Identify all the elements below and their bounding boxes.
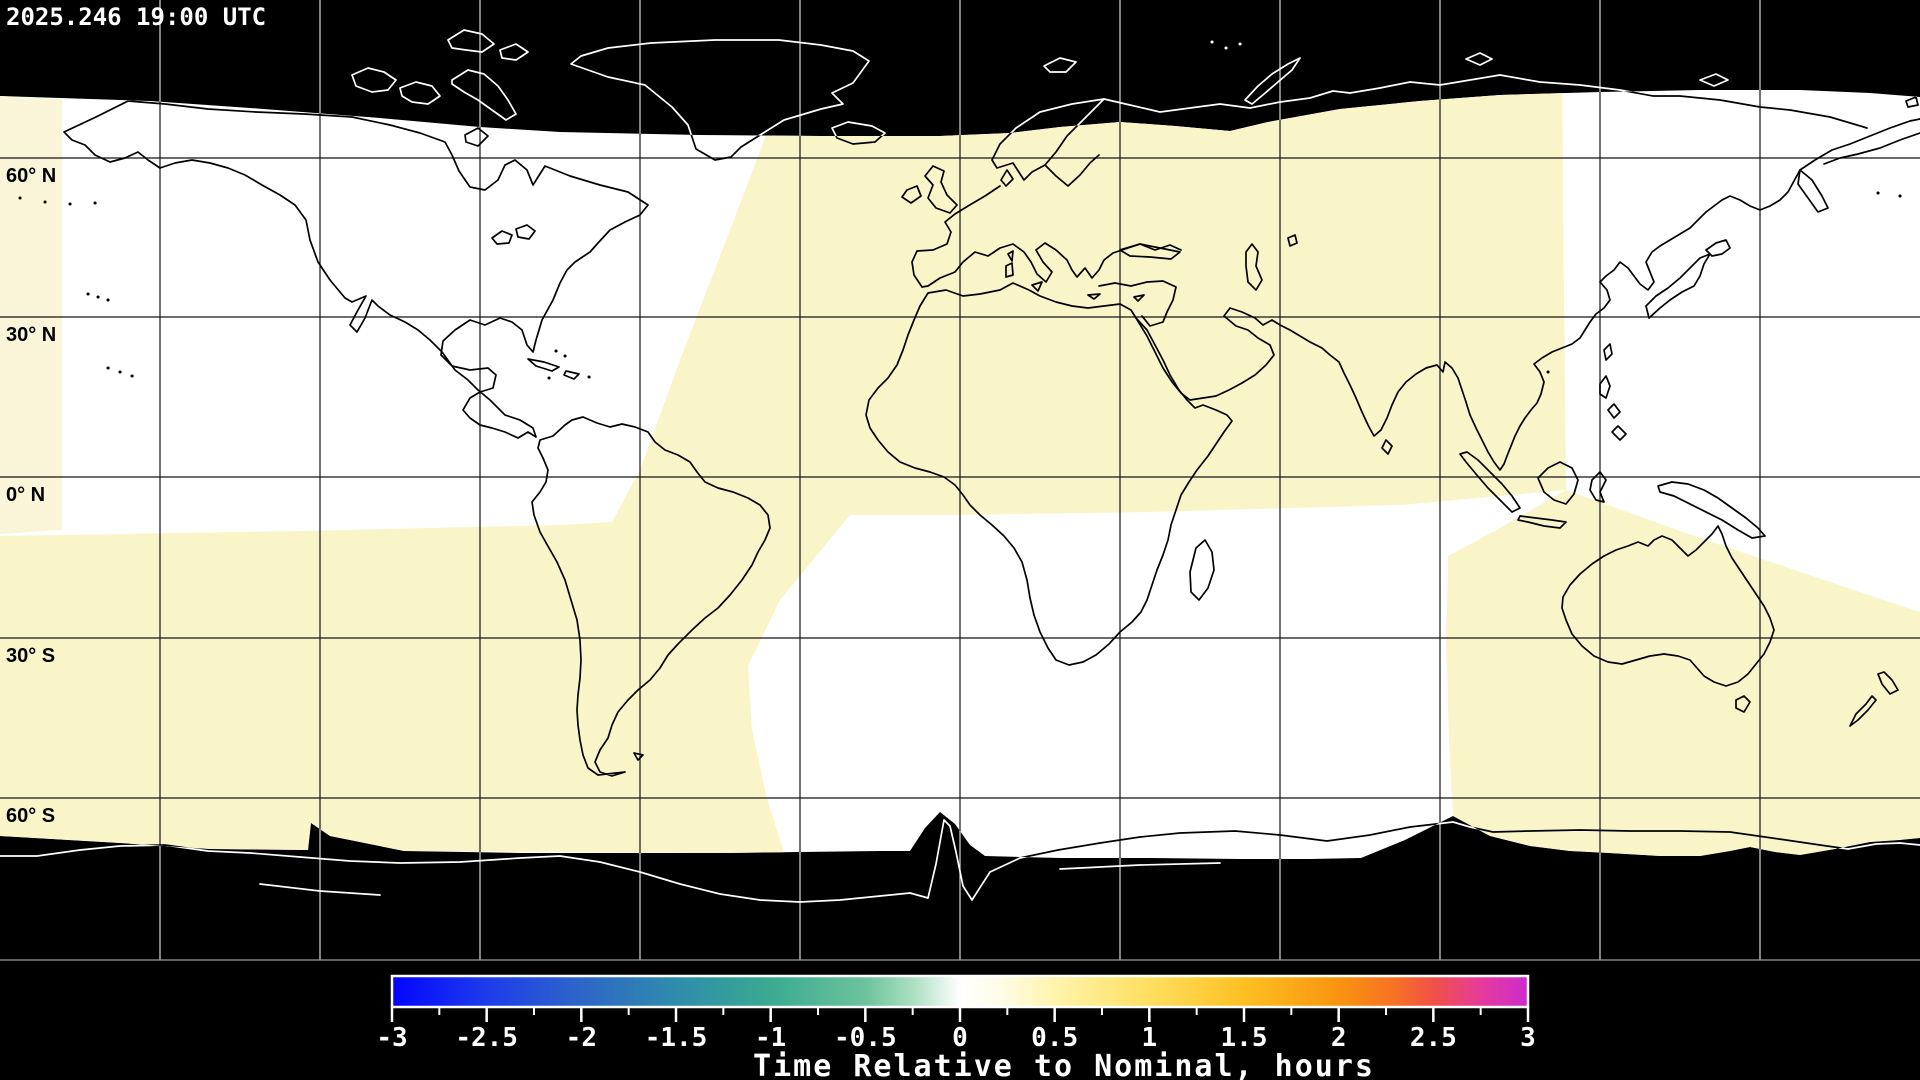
svg-text:0.5: 0.5: [1031, 1023, 1078, 1053]
timestamp-label: 2025.246 19:00 UTC: [6, 3, 266, 31]
svg-text:2.5: 2.5: [1410, 1023, 1457, 1053]
colorbar-tick-labels: -3 -2.5 -2 -1.5 -1 -0.5 0 0.5 1 1.5 2 2.5 3: [376, 1023, 1535, 1053]
svg-text:-2: -2: [566, 1023, 597, 1053]
colorbar-gradient-bar: [390, 974, 1530, 1009]
region-yellow-southeast: [1446, 490, 1920, 856]
colorbar-ticks: [390, 1007, 1530, 1022]
svg-text:1: 1: [1142, 1023, 1158, 1053]
region-yellow-main: [0, 90, 1566, 853]
colorbar-title: Time Relative to Nominal, hours: [753, 1049, 1375, 1080]
coverage-regions: [0, 90, 1920, 859]
lat-label: 0° N: [6, 484, 45, 506]
lat-label: 60° S: [6, 805, 55, 827]
lat-label: 60° N: [6, 165, 56, 187]
svg-text:-1.5: -1.5: [645, 1023, 708, 1053]
svg-text:-1: -1: [755, 1023, 786, 1053]
svg-text:-3: -3: [376, 1023, 407, 1053]
lat-label: 30° N: [6, 324, 56, 346]
svg-text:0: 0: [952, 1023, 968, 1053]
region-left-edge-strip: [0, 96, 62, 534]
latitude-labels: 60° N 30° N 0° N 30° S 60° S: [6, 165, 56, 827]
lat-label: 30° S: [6, 645, 55, 667]
svg-text:-0.5: -0.5: [834, 1023, 897, 1053]
svg-text:3: 3: [1520, 1023, 1536, 1053]
svg-text:2: 2: [1331, 1023, 1347, 1053]
svg-text:1.5: 1.5: [1221, 1023, 1268, 1053]
colorbar: -3 -2.5 -2 -1.5 -1 -0.5 0 0.5 1 1.5 2 2.5 3 Time Rel…: [376, 974, 1536, 1080]
svg-text:-2.5: -2.5: [455, 1023, 518, 1053]
